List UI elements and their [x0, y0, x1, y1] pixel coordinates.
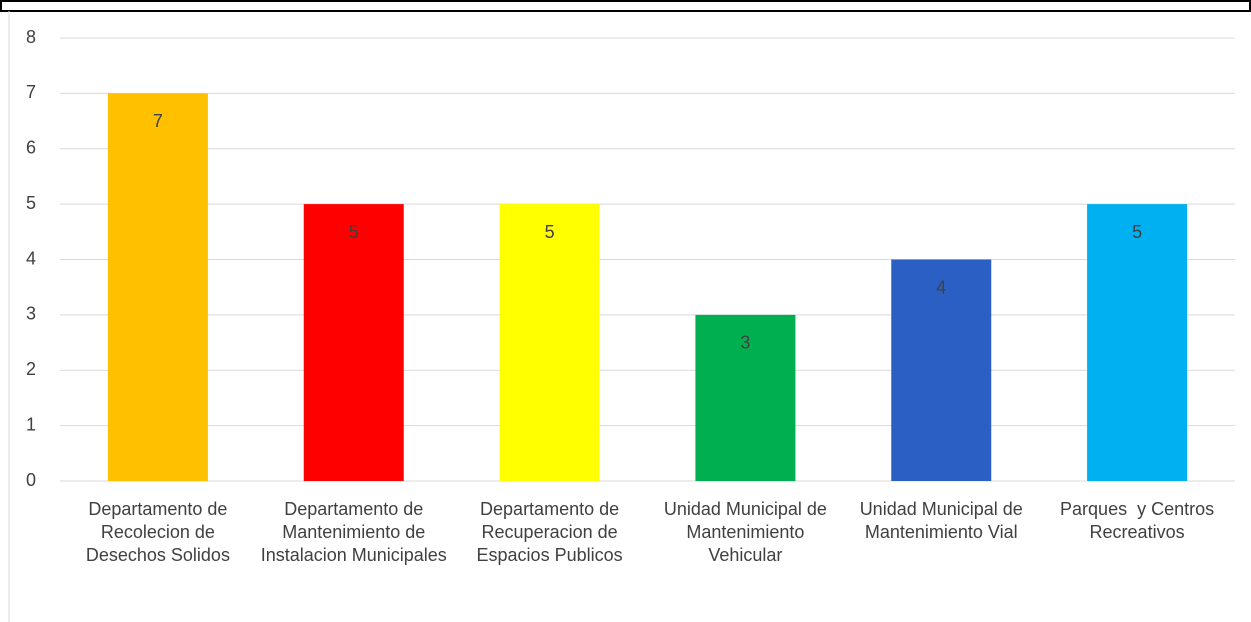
data-label: 5: [1132, 222, 1142, 242]
y-tick-label: 5: [26, 193, 36, 213]
y-tick-label: 8: [26, 27, 36, 47]
bar: [107, 93, 208, 481]
frame: [0, 0, 1251, 12]
data-label: 3: [740, 333, 750, 353]
x-tick-label: Departamento de Recuperacion de Espacios…: [476, 499, 625, 565]
data-label: 7: [153, 111, 163, 131]
x-tick-label: Departamento de Recolecion de Desechos S…: [85, 499, 233, 565]
bar: [695, 314, 796, 481]
y-tick-label: 4: [26, 248, 36, 268]
data-label: 5: [349, 222, 359, 242]
bar: [891, 259, 992, 481]
x-tick-label: Unidad Municipal de Mantenimiento Vial: [859, 499, 1028, 542]
y-tick-label: 3: [26, 304, 36, 324]
x-tick-label: Parques y Centros Recreativos: [1060, 499, 1220, 542]
x-tick-label: Unidad Municipal de Mantenimiento Vehicu…: [663, 499, 832, 565]
bar: [499, 204, 600, 481]
bar: [303, 204, 404, 481]
y-tick-label: 7: [26, 82, 36, 102]
data-label: 4: [936, 277, 946, 297]
data-label: 5: [545, 222, 555, 242]
y-tick-label: 0: [26, 470, 36, 490]
bar: [1087, 204, 1188, 481]
y-tick-label: 1: [26, 414, 36, 434]
x-tick-label: Departamento de Mantenimiento de Instala…: [260, 499, 447, 565]
y-tick-label: 2: [26, 359, 36, 379]
y-tick-label: 6: [26, 138, 36, 158]
